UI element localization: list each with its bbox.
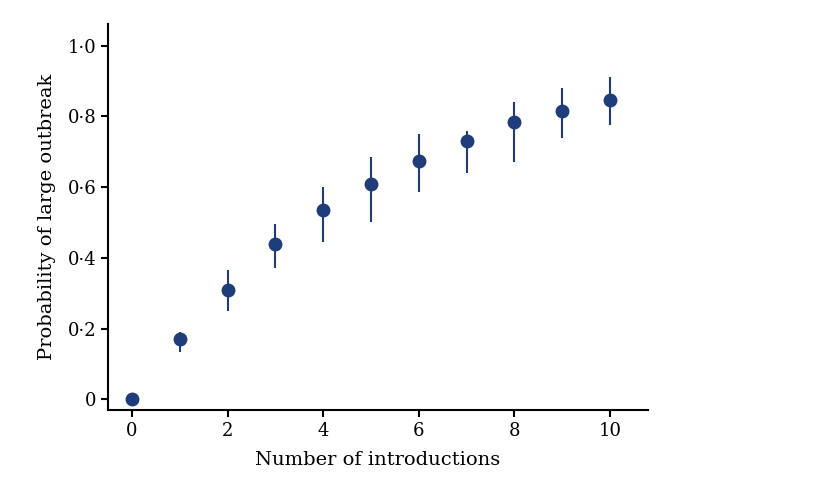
Y-axis label: Probability of large outbreak: Probability of large outbreak	[38, 74, 57, 360]
X-axis label: Number of introductions: Number of introductions	[255, 451, 501, 469]
